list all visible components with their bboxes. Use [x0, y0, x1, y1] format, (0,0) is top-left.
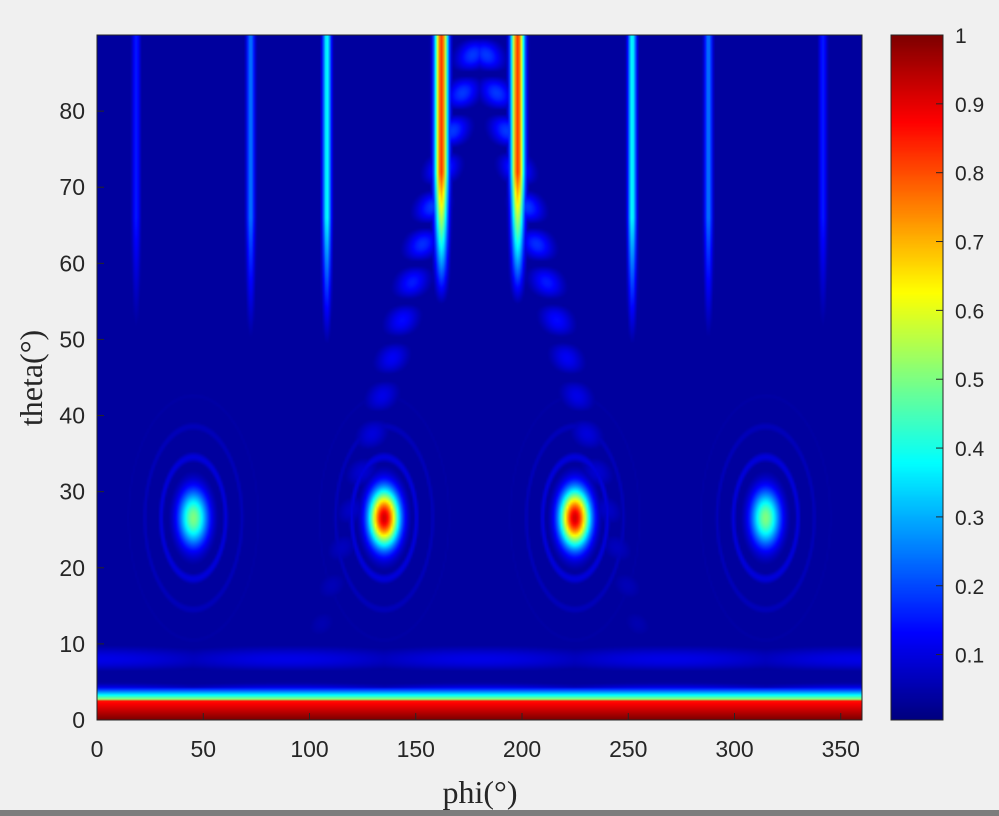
colorbar-tick-label: 0.8 — [955, 163, 984, 186]
y-tick-label: 40 — [59, 403, 85, 429]
bottom-strip — [0, 810, 999, 816]
colorbar-tick-label: 0.7 — [955, 232, 984, 255]
colorbar-tick-label: 0.9 — [955, 94, 984, 117]
y-tick-label: 0 — [72, 707, 85, 733]
y-tick-label: 50 — [59, 326, 85, 352]
y-tick-label: 30 — [59, 479, 85, 505]
x-tick-label: 350 — [822, 736, 860, 762]
colorbar-frame — [890, 34, 944, 721]
y-tick-label: 10 — [59, 631, 85, 657]
y-axis-label: theta(°) — [13, 330, 49, 426]
x-tick-label: 150 — [397, 736, 435, 762]
x-tick-label: 300 — [715, 736, 753, 762]
y-tick-label: 60 — [59, 250, 85, 276]
y-axis: 0 10 20 30 40 50 60 70 80 — [59, 98, 104, 733]
colorbar-ticks: 0.1 0.2 0.3 0.4 0.5 0.6 0.7 0.8 0.9 1 — [936, 25, 985, 668]
x-axis-label: phi(°) — [443, 774, 518, 810]
x-tick-label: 0 — [91, 736, 104, 762]
y-tick-label: 80 — [59, 98, 85, 124]
colorbar-gradient — [891, 35, 943, 720]
colorbar-tick-label: 0.5 — [955, 369, 984, 392]
x-axis: 0 50 100 150 200 250 300 350 — [91, 713, 860, 762]
colorbar: 0.1 0.2 0.3 0.4 0.5 0.6 0.7 0.8 0.9 1 — [890, 25, 985, 721]
colorbar-tick-label: 0.3 — [955, 507, 984, 530]
x-tick-label: 200 — [503, 736, 541, 762]
plot-frame — [96, 34, 863, 721]
x-tick-label: 100 — [290, 736, 328, 762]
colorbar-tick-label: 0.4 — [955, 438, 985, 461]
x-tick-label: 50 — [190, 736, 216, 762]
y-tick-label: 70 — [59, 174, 85, 200]
colorbar-tick-label: 0.6 — [955, 300, 984, 323]
x-tick-label: 250 — [609, 736, 647, 762]
heatmap-plot — [96, 34, 863, 721]
colorbar-tick-label: 0.2 — [955, 576, 984, 599]
colorbar-tick-label: 0.1 — [955, 645, 984, 668]
heatmap-image — [97, 35, 862, 720]
y-tick-label: 20 — [59, 555, 85, 581]
colorbar-tick-label: 1 — [955, 25, 967, 48]
